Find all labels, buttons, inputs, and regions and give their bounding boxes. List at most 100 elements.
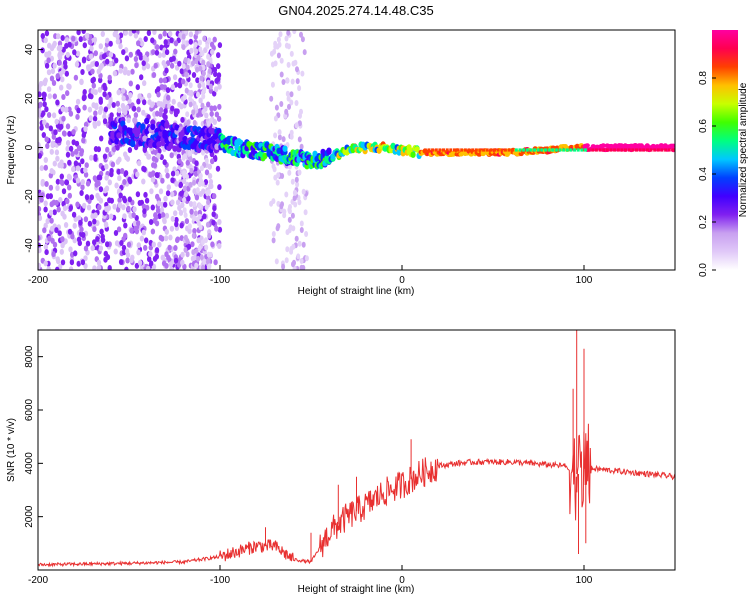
noise-speckle xyxy=(103,106,109,113)
ridge-cell xyxy=(164,122,170,129)
noise-speckle xyxy=(130,68,135,75)
x-tick-label: 100 xyxy=(576,575,593,586)
ridge-core xyxy=(544,148,547,152)
noise-speckle xyxy=(281,263,286,270)
noise-speckle xyxy=(278,31,283,38)
noise-speckle xyxy=(121,204,126,211)
noise-speckle xyxy=(75,201,80,208)
noise-speckle xyxy=(60,35,65,41)
noise-speckle xyxy=(160,212,166,218)
noise-speckle xyxy=(198,65,203,72)
noise-speckle xyxy=(179,68,184,75)
noise-speckle xyxy=(162,217,167,224)
noise-speckle xyxy=(62,205,68,212)
noise-speckle xyxy=(94,61,100,67)
noise-speckle xyxy=(177,82,183,89)
noise-speckle xyxy=(58,44,63,51)
ridge-core xyxy=(540,148,544,152)
noise-speckle xyxy=(107,179,113,186)
noise-speckle xyxy=(102,118,108,125)
noise-speckle xyxy=(128,51,133,58)
noise-speckle xyxy=(149,188,154,195)
noise-speckle xyxy=(38,80,44,87)
noise-speckle xyxy=(287,169,292,176)
noise-speckle xyxy=(116,107,122,114)
noise-speckle xyxy=(79,226,84,233)
noise-speckle xyxy=(126,117,131,124)
noise-speckle xyxy=(38,247,42,254)
noise-speckle xyxy=(168,261,173,268)
noise-speckle xyxy=(217,42,223,49)
noise-speckle xyxy=(189,47,194,54)
noise-speckle xyxy=(168,234,173,241)
noise-speckle xyxy=(112,31,118,38)
noise-speckle xyxy=(61,115,66,122)
noise-speckle xyxy=(292,30,297,35)
noise-speckle xyxy=(183,57,188,63)
noise-speckle xyxy=(146,30,152,36)
noise-speckle xyxy=(163,201,168,208)
noise-speckle xyxy=(84,33,90,39)
noise-speckle xyxy=(46,86,52,93)
noise-speckle xyxy=(71,35,76,42)
noise-speckle xyxy=(204,244,209,251)
noise-speckle xyxy=(93,155,98,162)
noise-speckle xyxy=(271,237,276,244)
noise-speckle xyxy=(111,146,117,153)
noise-speckle xyxy=(90,61,95,68)
noise-speckle xyxy=(195,77,200,84)
ridge-core xyxy=(594,148,598,152)
noise-speckle xyxy=(105,58,110,65)
noise-speckle xyxy=(171,98,176,105)
noise-speckle xyxy=(61,68,66,75)
noise-speckle xyxy=(49,225,55,232)
noise-speckle xyxy=(142,54,147,61)
noise-speckle xyxy=(60,106,66,113)
noise-speckle xyxy=(51,112,57,119)
noise-speckle xyxy=(68,205,74,211)
noise-speckle xyxy=(169,266,174,270)
noise-speckle xyxy=(71,166,76,173)
noise-speckle xyxy=(56,33,61,40)
noise-speckle xyxy=(75,50,81,57)
ridge-core xyxy=(605,148,609,152)
noise-speckle xyxy=(210,241,215,248)
noise-speckle xyxy=(152,217,157,224)
noise-speckle xyxy=(290,78,295,85)
noise-speckle xyxy=(74,140,80,147)
noise-speckle xyxy=(188,156,193,163)
noise-speckle xyxy=(49,217,54,224)
noise-speckle xyxy=(199,75,204,82)
noise-speckle xyxy=(194,30,199,36)
noise-speckle xyxy=(160,254,165,261)
noise-speckle xyxy=(43,77,48,84)
noise-speckle xyxy=(169,62,175,69)
noise-speckle xyxy=(192,228,197,234)
ridge-core xyxy=(485,148,489,152)
noise-speckle xyxy=(67,174,73,181)
noise-speckle xyxy=(151,72,157,78)
noise-speckle xyxy=(96,120,101,127)
noise-speckle xyxy=(178,209,184,216)
noise-speckle xyxy=(89,194,95,201)
noise-speckle xyxy=(42,227,47,234)
ridge-core xyxy=(423,148,427,152)
noise-speckle xyxy=(67,184,72,191)
noise-speckle xyxy=(196,220,201,227)
noise-speckle xyxy=(57,137,62,143)
noise-speckle xyxy=(173,245,178,251)
noise-speckle xyxy=(72,222,77,229)
noise-speckle xyxy=(163,195,168,202)
noise-speckle xyxy=(196,255,201,262)
noise-speckle xyxy=(47,50,52,57)
noise-speckle xyxy=(299,258,304,264)
noise-speckle xyxy=(183,212,188,219)
noise-speckle xyxy=(115,100,121,107)
noise-speckle xyxy=(38,101,43,108)
noise-speckle xyxy=(208,178,214,185)
noise-speckle xyxy=(199,177,203,184)
noise-speckle xyxy=(129,227,134,234)
noise-speckle xyxy=(64,42,69,49)
noise-speckle xyxy=(40,47,45,54)
noise-speckle xyxy=(289,129,294,136)
